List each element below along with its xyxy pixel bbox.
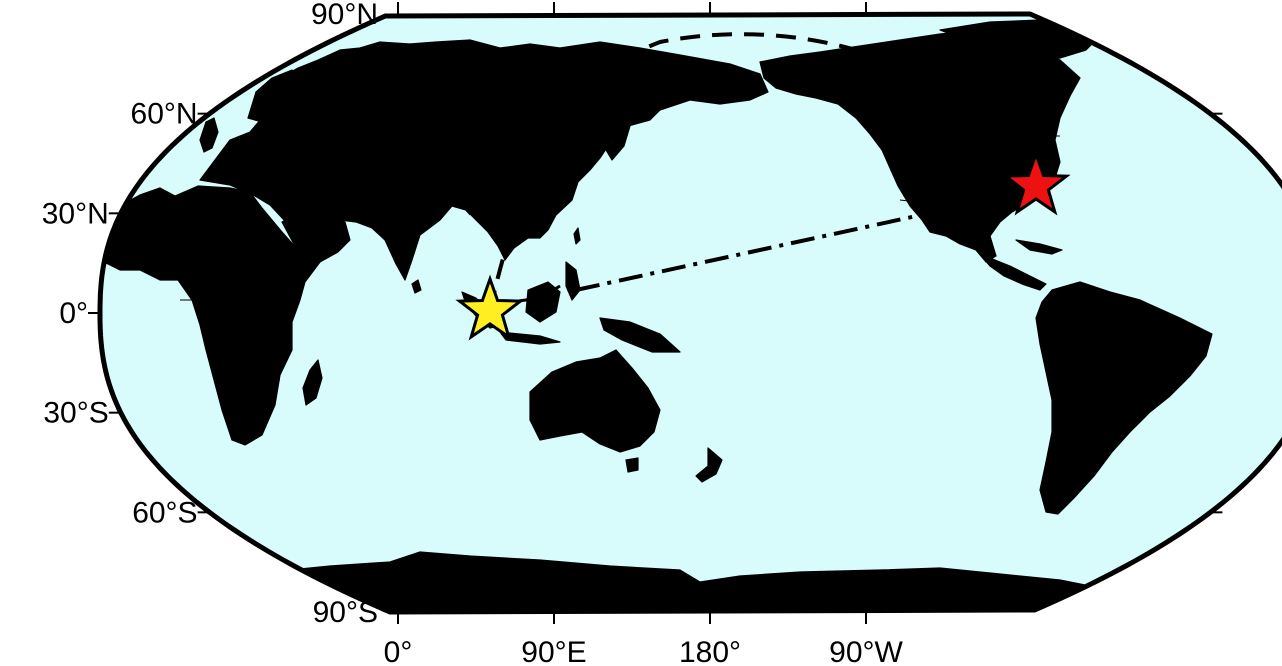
- arabian-peninsula: [281, 207, 351, 263]
- great-circle-route: [488, 32, 1038, 311]
- latitude-labels: 90°N 60°N 30°N 0° 30°S 60°S 90°S: [42, 0, 378, 629]
- longitude-labels: 0° 90°E 180° 90°W: [384, 636, 904, 666]
- lat-label: 30°S: [43, 397, 108, 430]
- rhumb-line-route: [575, 188, 1037, 292]
- tasmania: [625, 457, 639, 473]
- south-america: [1035, 281, 1213, 515]
- origin-star-icon: [455, 274, 525, 341]
- lat-label: 30°N: [42, 197, 109, 230]
- lon-label: 90°E: [521, 636, 586, 666]
- sri-lanka: [411, 279, 422, 294]
- madagascar: [302, 359, 323, 406]
- lat-label: 0°: [59, 297, 88, 330]
- destination-star-icon: [1001, 149, 1071, 216]
- lat-label: 90°N: [311, 0, 378, 31]
- markers: [455, 149, 1071, 341]
- caribbean: [1015, 239, 1063, 255]
- lat-label: 90°S: [313, 596, 378, 629]
- lon-label: 180°: [679, 636, 741, 666]
- australia: [529, 349, 661, 453]
- map-frame: [97, 11, 1282, 615]
- scandinavia: [247, 69, 301, 123]
- japan: [605, 117, 631, 161]
- lon-label: 90°W: [829, 636, 903, 666]
- graticule-ticks: [88, 2, 1223, 624]
- new-guinea: [599, 317, 681, 353]
- lat-label: 60°N: [131, 98, 198, 131]
- taiwan: [573, 227, 581, 245]
- indonesia-java: [499, 331, 561, 345]
- country-borders: [139, 59, 1181, 421]
- lon-label: 0°: [384, 636, 413, 666]
- central-america: [975, 249, 1047, 291]
- new-zealand: [695, 447, 723, 483]
- lat-label: 60°S: [132, 496, 197, 529]
- great-britain: [199, 117, 219, 153]
